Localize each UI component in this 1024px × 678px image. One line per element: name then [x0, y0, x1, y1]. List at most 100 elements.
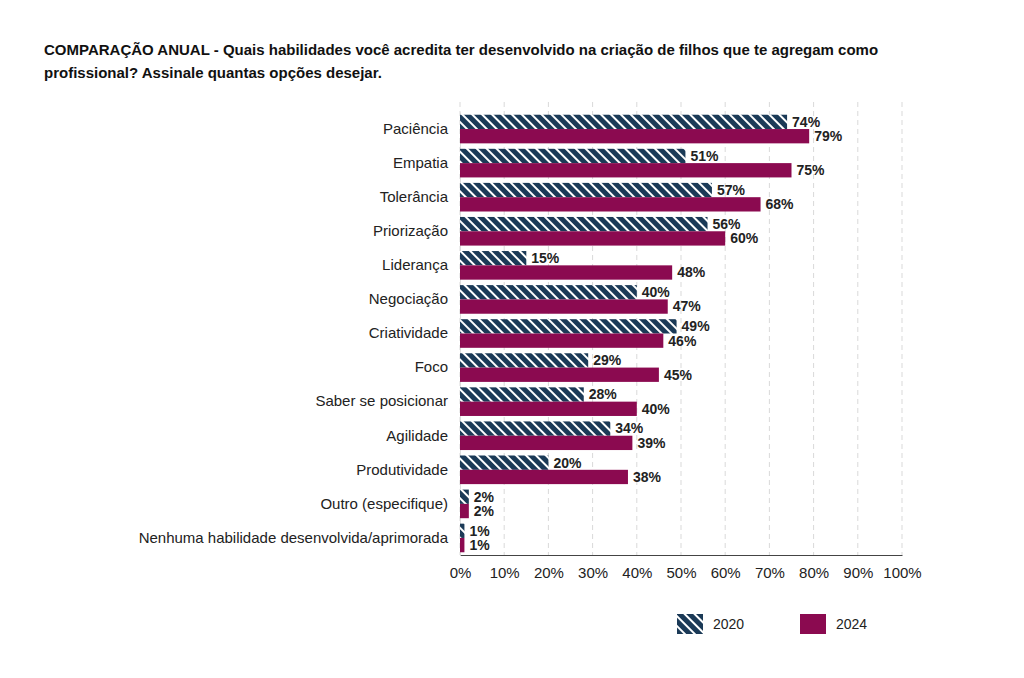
data-label: 20% [553, 455, 582, 471]
data-label: 68% [766, 196, 795, 212]
x-tick: 20% [534, 555, 564, 581]
chart: 0% 10% 20% 30% 40% 50% 60% 70% 80% 90% 100% Paciênc… [0, 0, 1024, 678]
data-label: 47% [673, 298, 702, 314]
x-tick: 40% [622, 555, 652, 581]
legend-label: 2024 [836, 616, 867, 632]
x-tick: 60% [711, 555, 741, 581]
bar [460, 285, 637, 299]
data-label: 2% [474, 503, 495, 519]
bar [460, 490, 469, 504]
data-label: 75% [797, 162, 826, 178]
data-label: 28% [589, 386, 618, 402]
x-axis: 0% 10% 20% 30% 40% 50% 60% 70% 80% 90% 100% [450, 555, 922, 581]
category-label: Empatia [393, 154, 449, 171]
category-label: Priorização [373, 222, 448, 239]
bar [460, 387, 584, 401]
bar [460, 436, 632, 450]
data-label: 40% [642, 284, 671, 300]
bar [460, 197, 761, 211]
category-label: Agilidade [386, 427, 448, 444]
chart-title: COMPARAÇÃO ANUAL - Quais habilidades voc… [44, 38, 974, 84]
data-label: 79% [814, 128, 843, 144]
x-tick-label: 70% [755, 564, 785, 581]
legend-swatch [677, 614, 703, 634]
data-label: 57% [717, 182, 746, 198]
y-tick: Foco [415, 358, 448, 375]
x-tick-label: 20% [534, 564, 564, 581]
bar [460, 319, 677, 333]
y-tick: Empatia [393, 154, 449, 171]
data-label: 46% [668, 333, 697, 349]
category-label: Saber se posicionar [315, 392, 448, 409]
x-tick: 30% [578, 555, 608, 581]
x-tick: 100% [883, 555, 921, 581]
x-tick-label: 60% [711, 564, 741, 581]
legend-swatch [800, 614, 826, 634]
x-tick: 70% [755, 555, 785, 581]
x-tick-label: 10% [490, 564, 520, 581]
bar [460, 368, 659, 382]
y-tick: Agilidade [386, 427, 448, 444]
data-label: 29% [593, 352, 622, 368]
category-label: Foco [415, 358, 448, 375]
bar [460, 353, 588, 367]
bar [460, 115, 787, 129]
bar [460, 183, 712, 197]
y-tick: Liderança [382, 256, 449, 273]
category-label: Liderança [382, 256, 449, 273]
x-tick: 0% [450, 555, 472, 581]
bar [460, 421, 610, 435]
bar [460, 524, 464, 538]
x-tick-label: 40% [622, 564, 652, 581]
y-tick: Nenhuma habilidade desenvolvida/aprimora… [139, 529, 449, 546]
grid-line [902, 102, 903, 555]
data-label: 51% [690, 148, 719, 164]
category-label: Nenhuma habilidade desenvolvida/aprimora… [139, 529, 449, 546]
bar [460, 538, 464, 552]
legend-label: 2020 [713, 616, 744, 632]
x-tick-label: 0% [450, 564, 472, 581]
y-tick: Produtividade [356, 461, 448, 478]
category-label: Negociação [369, 290, 448, 307]
data-label: 40% [642, 401, 671, 417]
data-label: 15% [531, 250, 560, 266]
grid [460, 102, 902, 555]
y-axis: Paciência Empatia Tolerância Priorização Lid… [139, 113, 461, 556]
legend: 2020 2024 [677, 614, 867, 634]
y-tick: Paciência [383, 120, 449, 137]
y-tick: Criatividade [369, 324, 448, 341]
bar [460, 251, 526, 265]
bar [460, 455, 548, 469]
y-tick: Saber se posicionar [315, 392, 448, 409]
bar [460, 504, 469, 518]
bar [460, 217, 708, 231]
data-label: 48% [677, 264, 706, 280]
category-label: Criatividade [369, 324, 448, 341]
x-tick-label: 100% [883, 564, 921, 581]
bar [460, 149, 685, 163]
data-label: 1% [469, 537, 490, 553]
data-label: 60% [730, 230, 759, 246]
bar [460, 402, 637, 416]
data-label: 45% [664, 367, 693, 383]
category-label: Outro (especifique) [320, 495, 448, 512]
x-tick-label: 90% [843, 564, 873, 581]
x-tick-label: 50% [666, 564, 696, 581]
grid-line [857, 102, 858, 555]
category-label: Tolerância [380, 188, 449, 205]
data-labels: 74%51%57%56%15%40%49%29%28%34%20%2%1%79%… [469, 114, 842, 553]
x-tick: 10% [490, 555, 520, 581]
x-tick: 50% [666, 555, 696, 581]
category-label: Paciência [383, 120, 449, 137]
x-tick-label: 80% [799, 564, 829, 581]
bar [460, 231, 725, 245]
bars [460, 115, 809, 553]
category-label: Produtividade [356, 461, 448, 478]
bar [460, 299, 668, 313]
bar [460, 334, 663, 348]
x-axis-line [461, 555, 903, 556]
x-tick: 90% [843, 555, 873, 581]
data-label: 39% [637, 435, 666, 451]
y-tick: Priorização [373, 222, 448, 239]
bar [460, 470, 628, 484]
